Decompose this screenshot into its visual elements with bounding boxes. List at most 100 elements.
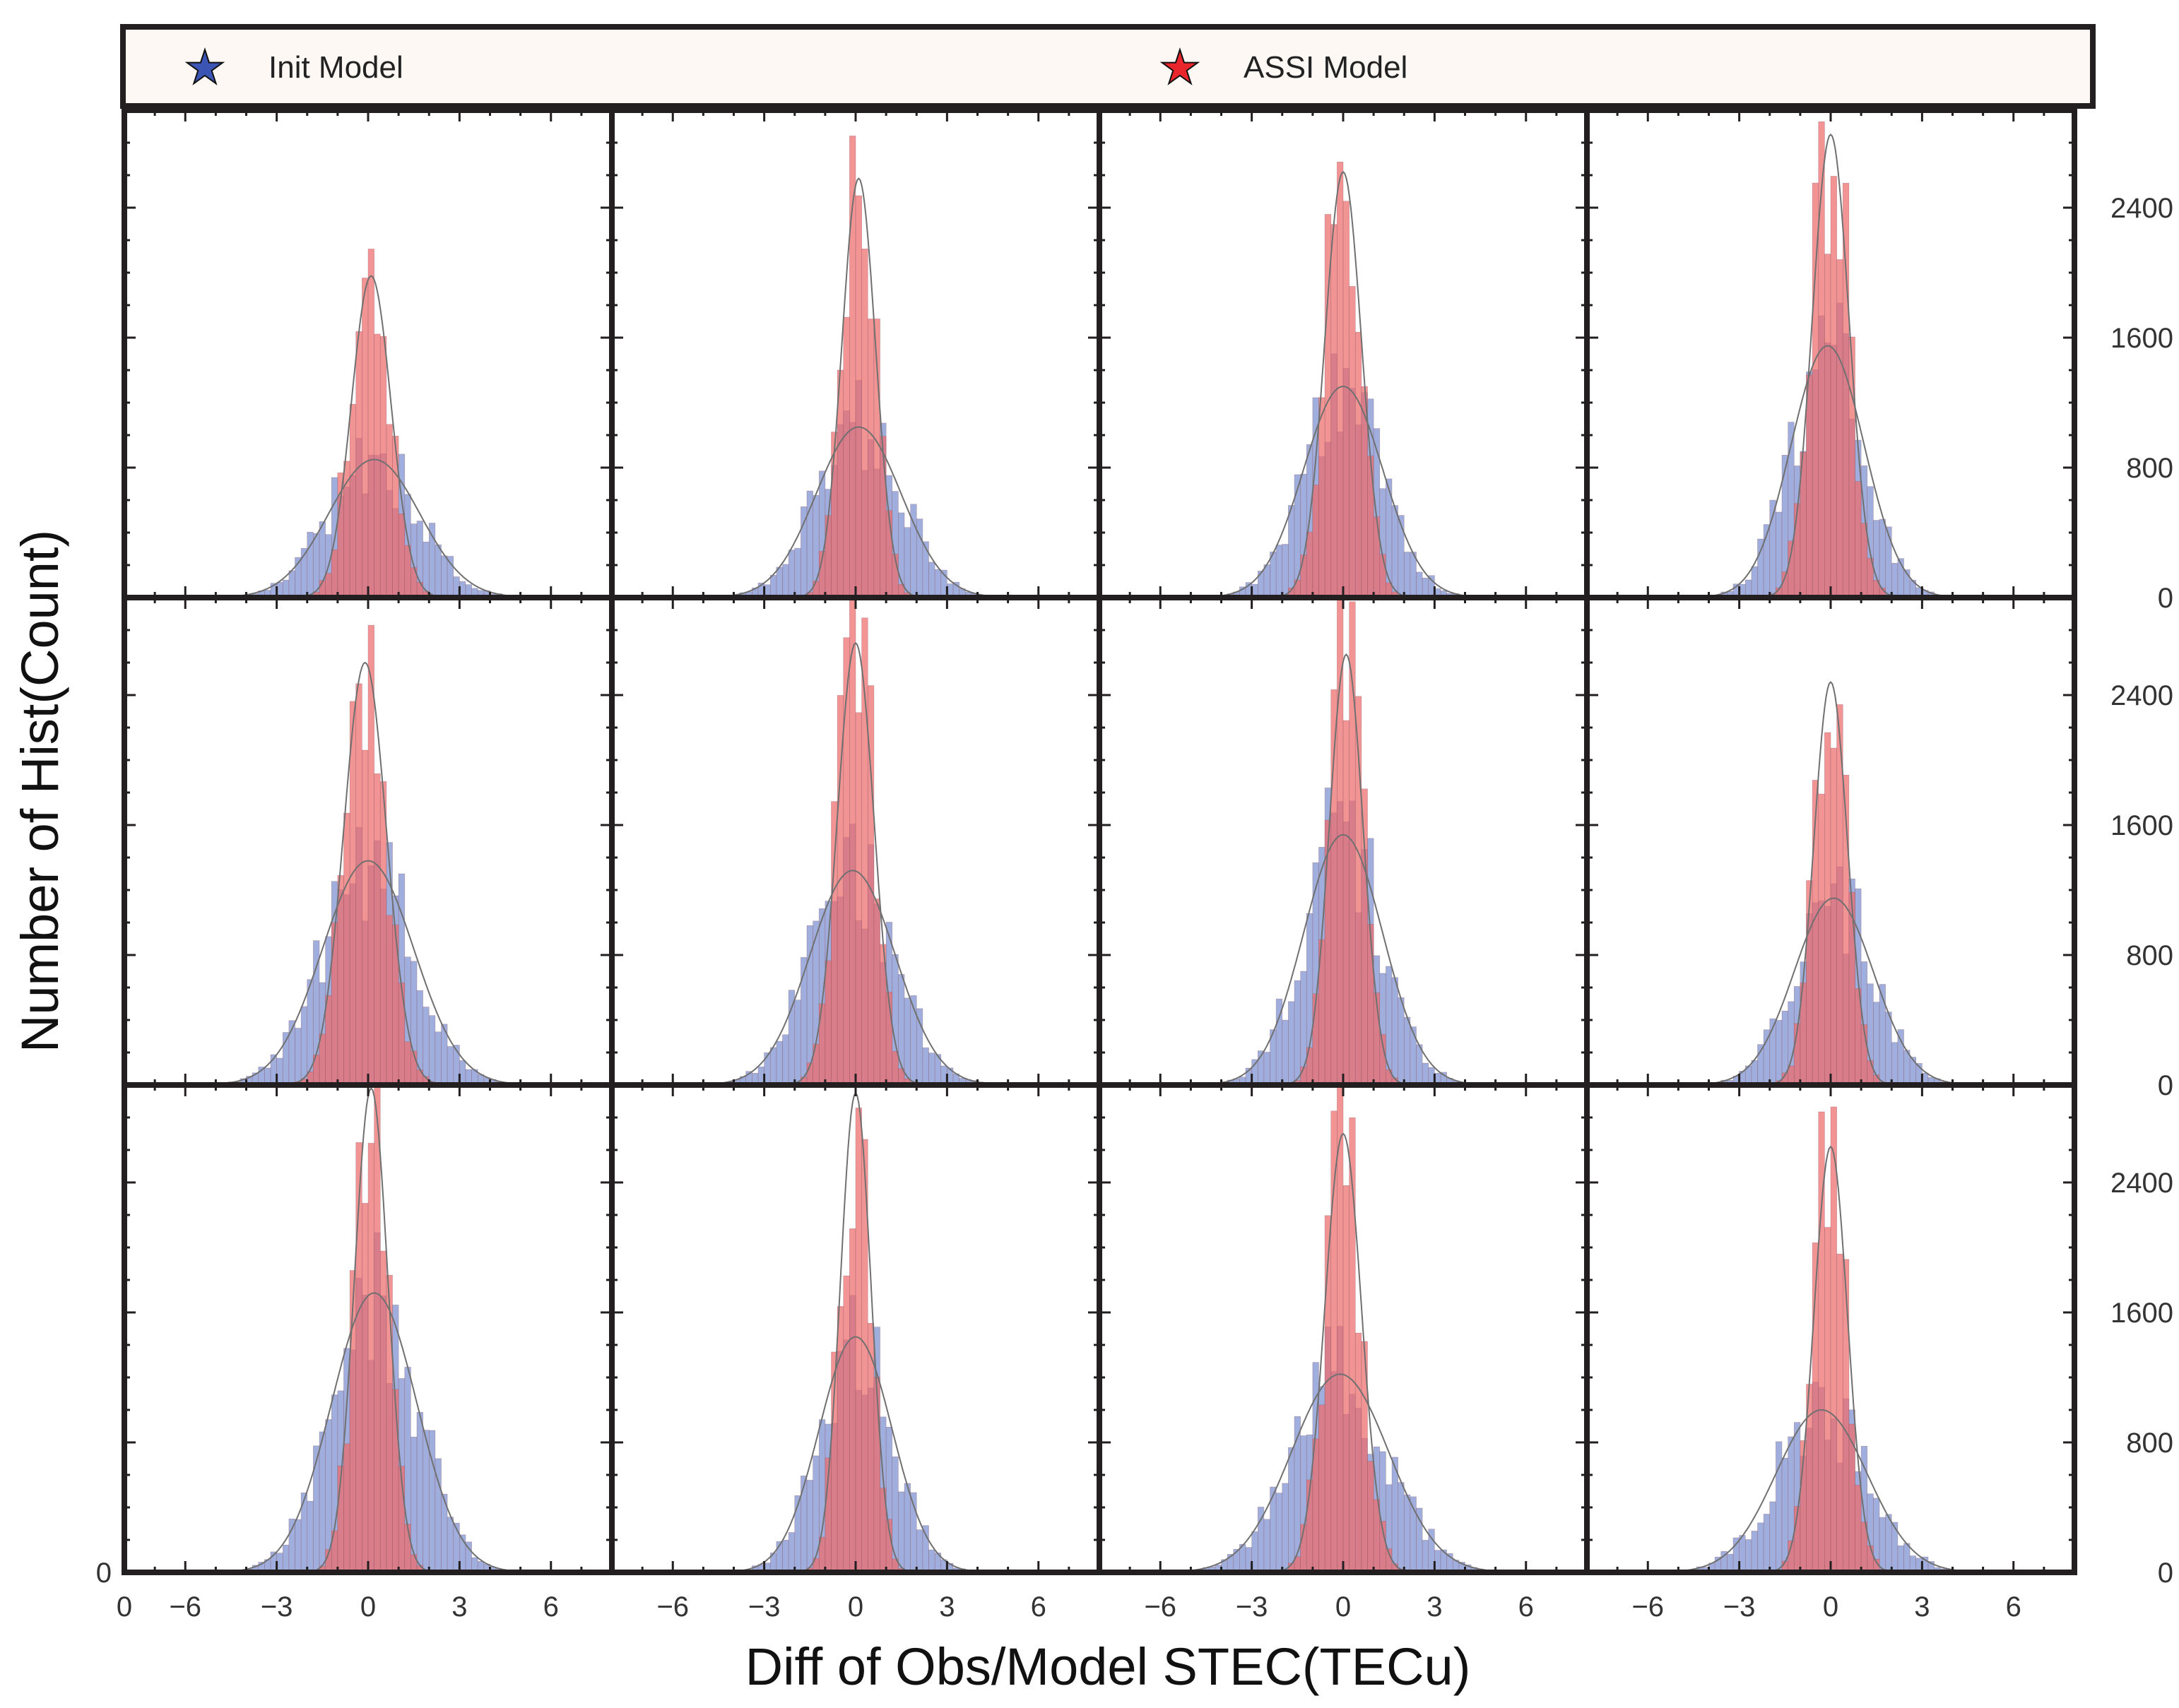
assi-histogram: [319, 1084, 423, 1573]
assi-histogram-bar: [374, 333, 381, 598]
init-histogram-bar: [1751, 1531, 1758, 1573]
init-histogram-bar: [1263, 564, 1270, 598]
assi-histogram-bar: [1830, 176, 1837, 598]
init-histogram-bar: [288, 1518, 295, 1573]
assi-histogram-bar: [837, 1306, 844, 1573]
assi-histogram-bar: [1324, 819, 1332, 1086]
init-histogram-bar: [782, 1034, 789, 1086]
init-histogram-bar: [1776, 1020, 1783, 1086]
init-histogram-bar: [1288, 1001, 1295, 1086]
init-histogram-bar: [1763, 1514, 1771, 1573]
assi-histogram-bar: [1867, 1060, 1874, 1086]
assi-histogram-bar: [367, 1143, 374, 1573]
init-histogram-bar: [1391, 977, 1398, 1086]
assi-histogram: [806, 1108, 905, 1573]
assi-histogram-bar: [1349, 601, 1356, 1086]
x-tick-label: 3: [451, 1591, 467, 1623]
init-histogram-bar: [1885, 526, 1892, 598]
assi-histogram-bar: [1337, 1084, 1344, 1573]
x-tick-label: −6: [656, 1591, 689, 1623]
init-histogram-bar: [313, 1445, 320, 1573]
init-histogram-bar: [1763, 1029, 1771, 1086]
init-histogram-bar: [801, 1476, 808, 1573]
assi-histogram-bar: [1867, 1545, 1874, 1573]
assi-histogram: [1282, 161, 1398, 598]
assi-histogram-bar: [861, 249, 868, 598]
assi-histogram-bar: [343, 812, 350, 1086]
y-tick-label: 800: [2126, 1428, 2173, 1459]
assi-histogram-bar: [843, 1275, 850, 1573]
init-histogram-bar: [1282, 1483, 1289, 1573]
init-histogram-bar: [295, 1028, 302, 1086]
assi-histogram-bar: [1793, 503, 1801, 598]
init-histogram-bar: [1891, 1042, 1898, 1086]
assi-histogram-bar: [398, 983, 406, 1086]
init-histogram-bar: [1282, 544, 1289, 598]
assi-histogram-bar: [1312, 485, 1319, 598]
init-histogram-bar: [435, 544, 442, 598]
init-histogram-bar: [1288, 1447, 1295, 1573]
assi-histogram-bar: [362, 278, 369, 598]
init-histogram-bar: [423, 1430, 430, 1573]
init-histogram-bar: [1757, 1522, 1764, 1573]
y-tick-label: 0: [2158, 583, 2173, 614]
assi-histogram-bar: [1842, 1259, 1850, 1573]
assi-histogram-bar: [1860, 523, 1868, 598]
assi-histogram-bar: [1824, 254, 1831, 598]
init-histogram-bar: [1275, 545, 1283, 598]
assi-histogram-bar: [849, 1228, 856, 1573]
assi-histogram-bar: [1337, 161, 1344, 598]
assi-histogram-bar: [1836, 1253, 1843, 1573]
assi-histogram-bar: [1330, 224, 1337, 598]
init-histogram-bar: [928, 1052, 935, 1086]
y-tick-label: 1600: [2110, 1298, 2173, 1329]
assi-histogram: [1776, 704, 1886, 1086]
init-histogram-bar: [428, 523, 436, 598]
init-histogram-bar: [307, 1500, 314, 1573]
panel-r2-c2: −6 −3 0 3 6: [1097, 1082, 1590, 1623]
x-tick-label: −3: [1236, 1591, 1268, 1623]
y-tick-label: 0: [2158, 1558, 2173, 1589]
init-histogram-bar: [1416, 1507, 1423, 1573]
x-tick-label: 6: [543, 1591, 559, 1623]
init-histogram-bar: [769, 575, 777, 598]
x-tick-label: −3: [748, 1591, 781, 1623]
init-histogram-bar: [1885, 1514, 1892, 1573]
assi-histogram-bar: [1855, 481, 1862, 598]
assi-histogram-bar: [386, 424, 393, 598]
init-histogram-bar: [1422, 577, 1429, 598]
legend-star-assi-icon: ★: [1159, 40, 1200, 95]
panel-r0-c2: [1097, 107, 1590, 600]
assi-histogram-bar: [325, 573, 332, 598]
assi-histogram-bar: [825, 960, 832, 1086]
init-histogram-bar: [1903, 1543, 1911, 1573]
assi-histogram-bar: [843, 316, 850, 598]
init-histogram-bar: [1781, 1457, 1788, 1573]
assi-histogram-bar: [1824, 1227, 1831, 1573]
init-histogram-bar: [1403, 1016, 1411, 1086]
assi-histogram-bar: [331, 922, 338, 1086]
x-tick-label: −6: [169, 1591, 201, 1623]
assi-histogram-bar: [867, 319, 875, 598]
init-histogram-bar: [922, 1047, 929, 1086]
assi-histogram-bar: [855, 195, 862, 598]
panel-r1-c0: [122, 595, 615, 1088]
x-tick-label: 0: [1335, 1591, 1351, 1623]
assi-histogram-bar: [349, 701, 357, 1086]
assi-histogram-bar: [1342, 201, 1350, 598]
x-origin-label: 0: [117, 1591, 132, 1623]
assi-histogram-bar: [1342, 720, 1350, 1086]
x-tick-label: −6: [1631, 1591, 1664, 1623]
y-tick-label: 2400: [2110, 680, 2173, 711]
init-histogram-bar: [794, 547, 801, 598]
assi-histogram-bar: [1848, 336, 1855, 598]
init-histogram-bar: [769, 1047, 777, 1086]
assi-histogram-bar: [1818, 793, 1825, 1086]
init-histogram-bar: [922, 1525, 929, 1573]
assi-histogram-bar: [337, 875, 344, 1086]
legend-label-assi: ASSI Model: [1244, 50, 1407, 85]
assi-histogram-bar: [398, 514, 406, 598]
assi-histogram-bar: [1306, 531, 1313, 598]
